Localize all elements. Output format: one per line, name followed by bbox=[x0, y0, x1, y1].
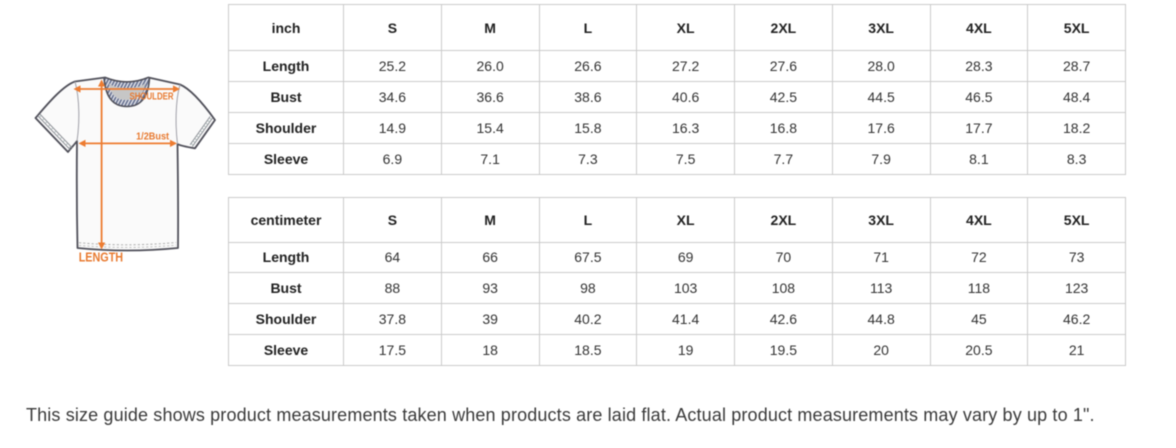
svg-text:1/2Bust: 1/2Bust bbox=[136, 131, 169, 143]
svg-text:SHOULDER: SHOULDER bbox=[130, 91, 174, 103]
svg-text:LENGTH: LENGTH bbox=[79, 251, 123, 265]
